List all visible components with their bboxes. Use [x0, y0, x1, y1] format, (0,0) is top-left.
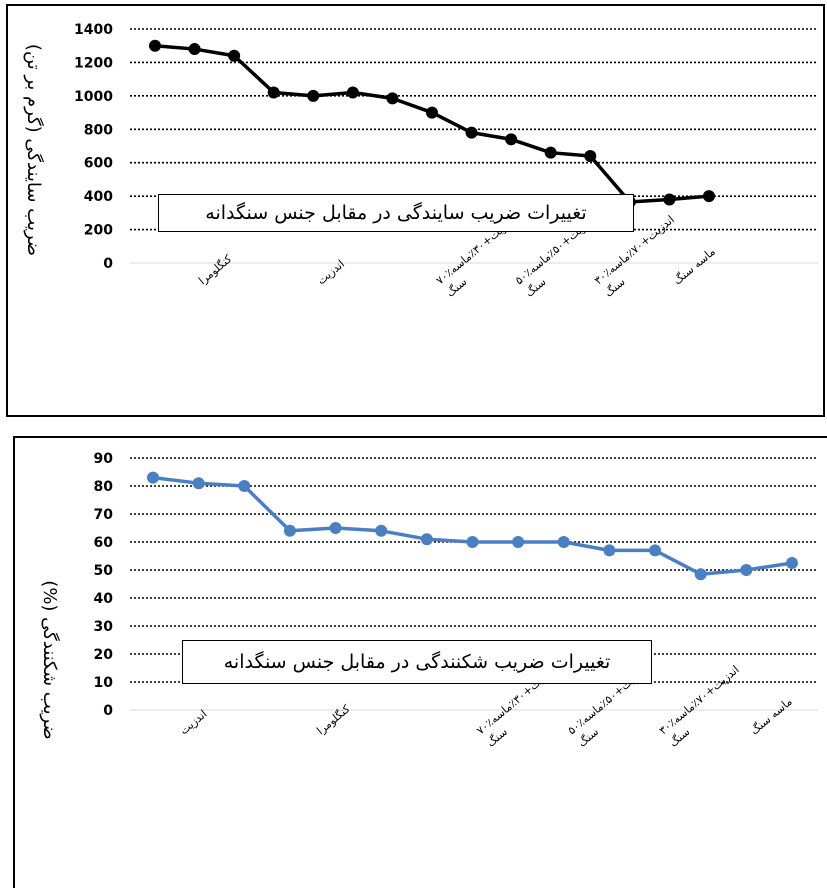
brittleness-data-point	[649, 544, 662, 557]
abrasion-y-tick-label: 1000	[74, 89, 113, 105]
brittleness-y-tick-label: 20	[94, 647, 114, 663]
abrasion-y-tick-label: 200	[84, 223, 113, 239]
brittleness-data-point	[283, 524, 296, 537]
abrasion-y-tick-label: 800	[84, 122, 113, 138]
brittleness-category-label: اندزیت	[177, 707, 209, 737]
abrasion-category-label-line: ماسه سنگ	[671, 245, 718, 287]
brittleness-data-point	[603, 544, 616, 557]
brittleness-y-tick-label: 0	[103, 703, 113, 719]
abrasion-category-label: کنگلومرا	[196, 252, 235, 288]
brittleness-y-tick-label: 50	[94, 563, 114, 579]
abrasion-category-label-line: کنگلومرا	[196, 252, 235, 288]
brittleness-data-point	[238, 480, 251, 492]
abrasion-y-tick-label: 1400	[74, 22, 113, 38]
brittleness-category-label-line: ماسه سنگ	[748, 695, 795, 737]
brittleness-category-label-line: ۳۰٪اندزیت+۷۰٪ماسه	[657, 663, 742, 737]
brittleness-data-point	[740, 564, 753, 576]
abrasion-category-label: اندزیت	[315, 257, 347, 287]
brittleness-category-label-line: کنگلومرا	[314, 702, 353, 738]
abrasion-data-point	[425, 106, 438, 119]
abrasion-data-point	[702, 190, 715, 203]
brittleness-y-tick-label: 80	[94, 479, 114, 495]
abrasion-data-point	[188, 43, 201, 56]
abrasion-data-point	[505, 133, 518, 146]
brittleness-y-tick-label: 90	[94, 451, 114, 467]
brittleness-data-point	[512, 536, 525, 548]
brittleness-data-point	[694, 568, 707, 581]
abrasion-series-line	[154, 43, 710, 204]
abrasion-y-tick-label: 600	[84, 156, 113, 172]
brittleness-data-point	[329, 522, 342, 534]
brittleness-category-label: ۳۰٪اندزیت+۷۰٪ماسهسنگ	[657, 663, 752, 750]
abrasion-data-point	[663, 193, 676, 206]
brittleness-y-tick-label: 60	[94, 535, 114, 551]
abrasion-category-label: ماسه سنگ	[671, 245, 718, 287]
abrasion-data-point	[465, 126, 478, 139]
abrasion-data-point	[149, 39, 161, 52]
abrasion-chart-title: تغییرات ضریب سایندگی در مقابل جنس سنگدان…	[158, 194, 634, 232]
abrasion-y-tick-label: 400	[84, 189, 113, 205]
brittleness-data-point	[785, 557, 798, 569]
brittleness-data-point	[375, 524, 388, 537]
brittleness-data-point	[557, 536, 570, 548]
brittleness-data-point	[420, 533, 433, 546]
abrasion-data-point	[267, 86, 280, 99]
abrasion-y-tick-label: 0	[103, 256, 113, 272]
brittleness-series-line	[152, 475, 793, 576]
brittleness-y-tick-label: 30	[94, 619, 114, 635]
brittleness-category-label-line: اندزیت	[177, 707, 209, 737]
brittleness-data-point	[147, 471, 159, 484]
brittleness-category-label: کنگلومرا	[314, 702, 353, 738]
abrasion-y-tick-label: 1200	[74, 55, 113, 71]
brittleness-y-tick-label: 40	[94, 591, 114, 607]
brittleness-y-axis-label: ضریب شکنندگی (%)	[39, 580, 61, 739]
abrasion-data-point	[307, 89, 320, 102]
brittleness-category-label: ماسه سنگ	[748, 695, 795, 737]
brittleness-data-point	[466, 536, 479, 548]
abrasion-data-point	[346, 86, 359, 99]
abrasion-data-point	[228, 49, 241, 62]
brittleness-y-tick-label: 10	[94, 675, 114, 691]
brittleness-y-tick-label: 70	[94, 507, 114, 523]
brittleness-chart-title: تغییرات ضریب شکنندگی در مقابل جنس سنگدان…	[182, 640, 652, 684]
abrasion-data-point	[544, 146, 557, 159]
abrasion-data-point	[386, 92, 399, 105]
abrasion-data-point	[584, 150, 597, 163]
abrasion-category-label-line: اندزیت	[315, 257, 347, 287]
brittleness-data-point	[192, 477, 205, 490]
abrasion-y-axis-label: ضریب سایندگی (گرم بر تن)	[23, 44, 45, 256]
